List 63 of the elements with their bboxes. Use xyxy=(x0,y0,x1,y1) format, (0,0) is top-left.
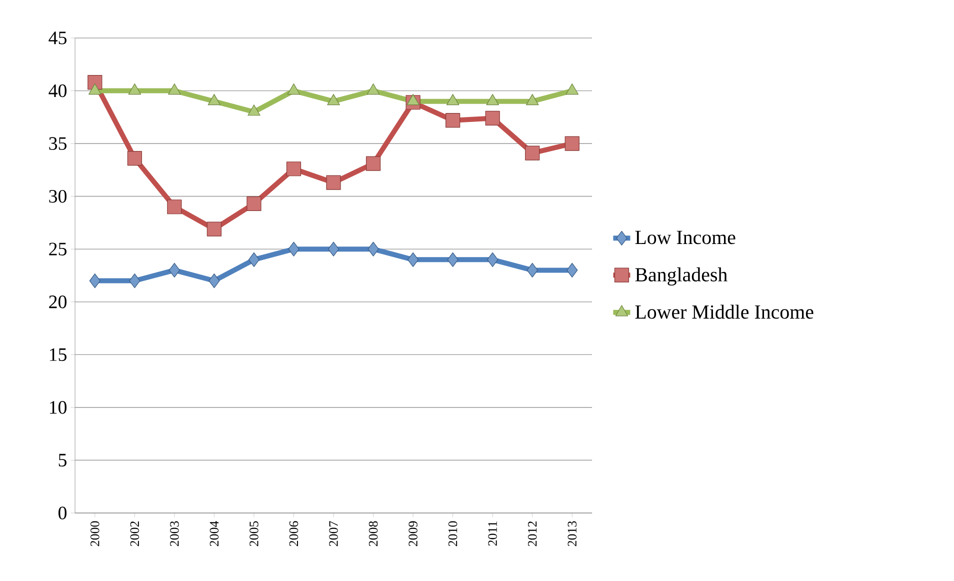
y-tick-label: 0 xyxy=(58,506,67,520)
point xyxy=(525,146,540,160)
point xyxy=(566,262,578,278)
point xyxy=(487,252,498,267)
point xyxy=(127,151,142,166)
x-tick-label: 2006 xyxy=(289,521,298,546)
point xyxy=(208,273,220,288)
point xyxy=(526,94,539,106)
x-tick-label: 2008 xyxy=(368,521,378,546)
point xyxy=(89,273,100,288)
x-tick-label: 2009 xyxy=(408,521,418,546)
point xyxy=(328,242,340,256)
point xyxy=(326,175,341,190)
y-tick-label: 15 xyxy=(50,348,66,361)
point xyxy=(129,273,140,288)
x-tick-label: 2005 xyxy=(250,521,258,546)
point xyxy=(248,104,260,116)
point xyxy=(128,83,142,95)
point xyxy=(206,222,222,236)
x-tick-label: 2011 xyxy=(488,522,497,546)
point xyxy=(566,83,578,95)
x-tick-label: 2000 xyxy=(90,521,100,546)
point xyxy=(208,94,221,106)
y-tick-label: 45 xyxy=(48,32,66,44)
point xyxy=(366,156,381,171)
y-tick-label: 40 xyxy=(48,84,67,98)
point xyxy=(327,94,340,106)
x-tick-label: 2012 xyxy=(528,521,537,546)
point xyxy=(288,242,300,256)
point xyxy=(167,200,182,214)
x-tick-label: 2003 xyxy=(170,521,179,546)
y-tick-label: 25 xyxy=(49,242,66,256)
point xyxy=(447,252,458,267)
y-tick-label: 30 xyxy=(49,190,67,203)
point xyxy=(446,94,460,106)
legend-label: Bangladesh xyxy=(635,267,728,286)
point xyxy=(287,83,300,95)
x-tick-label: 2010 xyxy=(448,521,458,546)
point xyxy=(366,83,380,95)
point xyxy=(286,162,302,176)
point xyxy=(485,110,500,126)
y-tick-label: 20 xyxy=(49,296,67,308)
legend-label: Lower Middle Income xyxy=(635,304,814,319)
x-tick-label: 2013 xyxy=(568,521,576,546)
point xyxy=(564,136,580,151)
y-tick-label: 10 xyxy=(50,401,67,414)
point xyxy=(246,196,262,212)
y-tick-label: 5 xyxy=(58,454,66,466)
legend-label: Low Income xyxy=(635,230,736,244)
x-tick-label: 2002 xyxy=(130,521,140,546)
point xyxy=(368,242,379,256)
point xyxy=(526,262,538,278)
point xyxy=(88,83,102,95)
point xyxy=(446,113,460,128)
point xyxy=(248,252,260,267)
point xyxy=(406,94,420,106)
point xyxy=(168,83,181,95)
y-tick-label: 35 xyxy=(49,137,66,150)
x-tick-label: 2007 xyxy=(329,521,338,546)
point xyxy=(408,252,419,267)
point xyxy=(168,262,180,278)
x-tick-label: 2004 xyxy=(210,520,219,546)
point xyxy=(486,94,499,106)
